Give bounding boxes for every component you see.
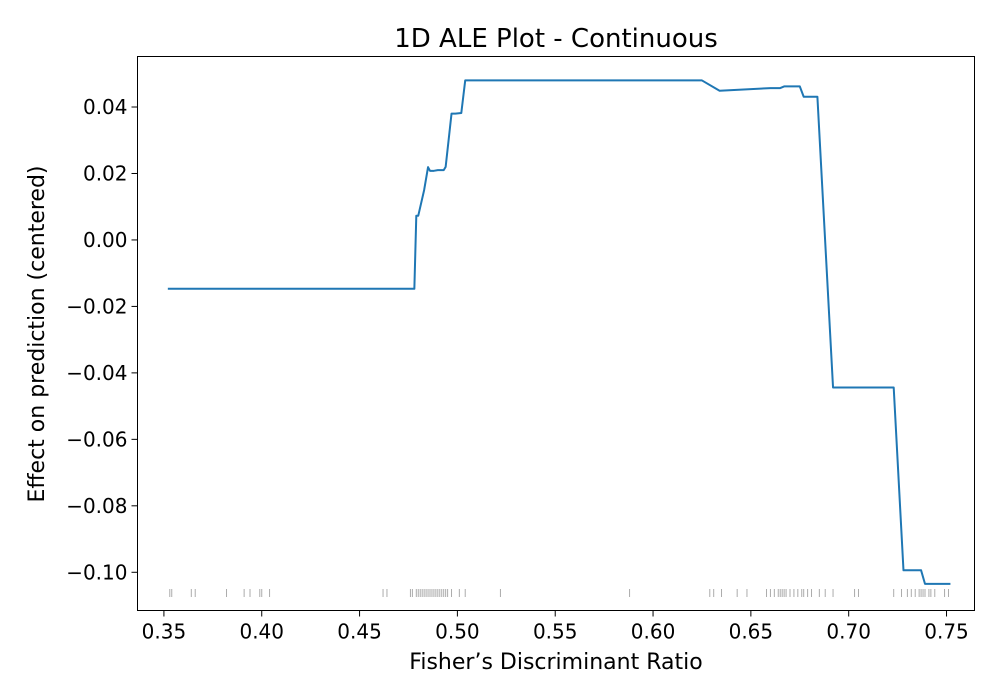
y-tick-label: −0.10 — [66, 560, 127, 584]
x-axis: 0.35 0.40 0.45 0.50 0.55 0.60 0.65 0.70 0.75 — [142, 610, 969, 644]
chart-title: 1D ALE Plot - Continuous — [394, 24, 718, 54]
x-tick-label: 0.70 — [826, 620, 871, 644]
x-tick-label: 0.35 — [142, 620, 187, 644]
x-tick-label: 0.65 — [729, 620, 774, 644]
y-axis: 0.04 0.02 0.00 −0.02 −0.04 −0.06 −0.08 −0.10 — [66, 95, 138, 584]
y-tick-label: −0.08 — [66, 494, 127, 518]
y-tick-label: −0.02 — [66, 294, 127, 318]
x-tick-label: 0.40 — [239, 620, 284, 644]
rug-marks — [169, 589, 949, 597]
x-tick-label: 0.60 — [631, 620, 676, 644]
ale-series-line — [167, 79, 951, 585]
y-tick-label: 0.04 — [83, 95, 128, 119]
y-tick-label: 0.02 — [83, 161, 128, 185]
plot-frame — [137, 56, 975, 611]
x-tick-label: 0.55 — [533, 620, 578, 644]
x-tick-label: 0.75 — [924, 620, 969, 644]
y-axis-label: Effect on prediction (centered) — [25, 165, 50, 502]
y-tick-label: −0.06 — [66, 427, 127, 451]
x-tick-label: 0.50 — [435, 620, 480, 644]
y-tick-label: −0.04 — [66, 361, 127, 385]
x-axis-label: Fisher’s Discriminant Ratio — [409, 650, 702, 675]
y-tick-label: 0.00 — [83, 228, 128, 252]
x-tick-label: 0.45 — [337, 620, 382, 644]
